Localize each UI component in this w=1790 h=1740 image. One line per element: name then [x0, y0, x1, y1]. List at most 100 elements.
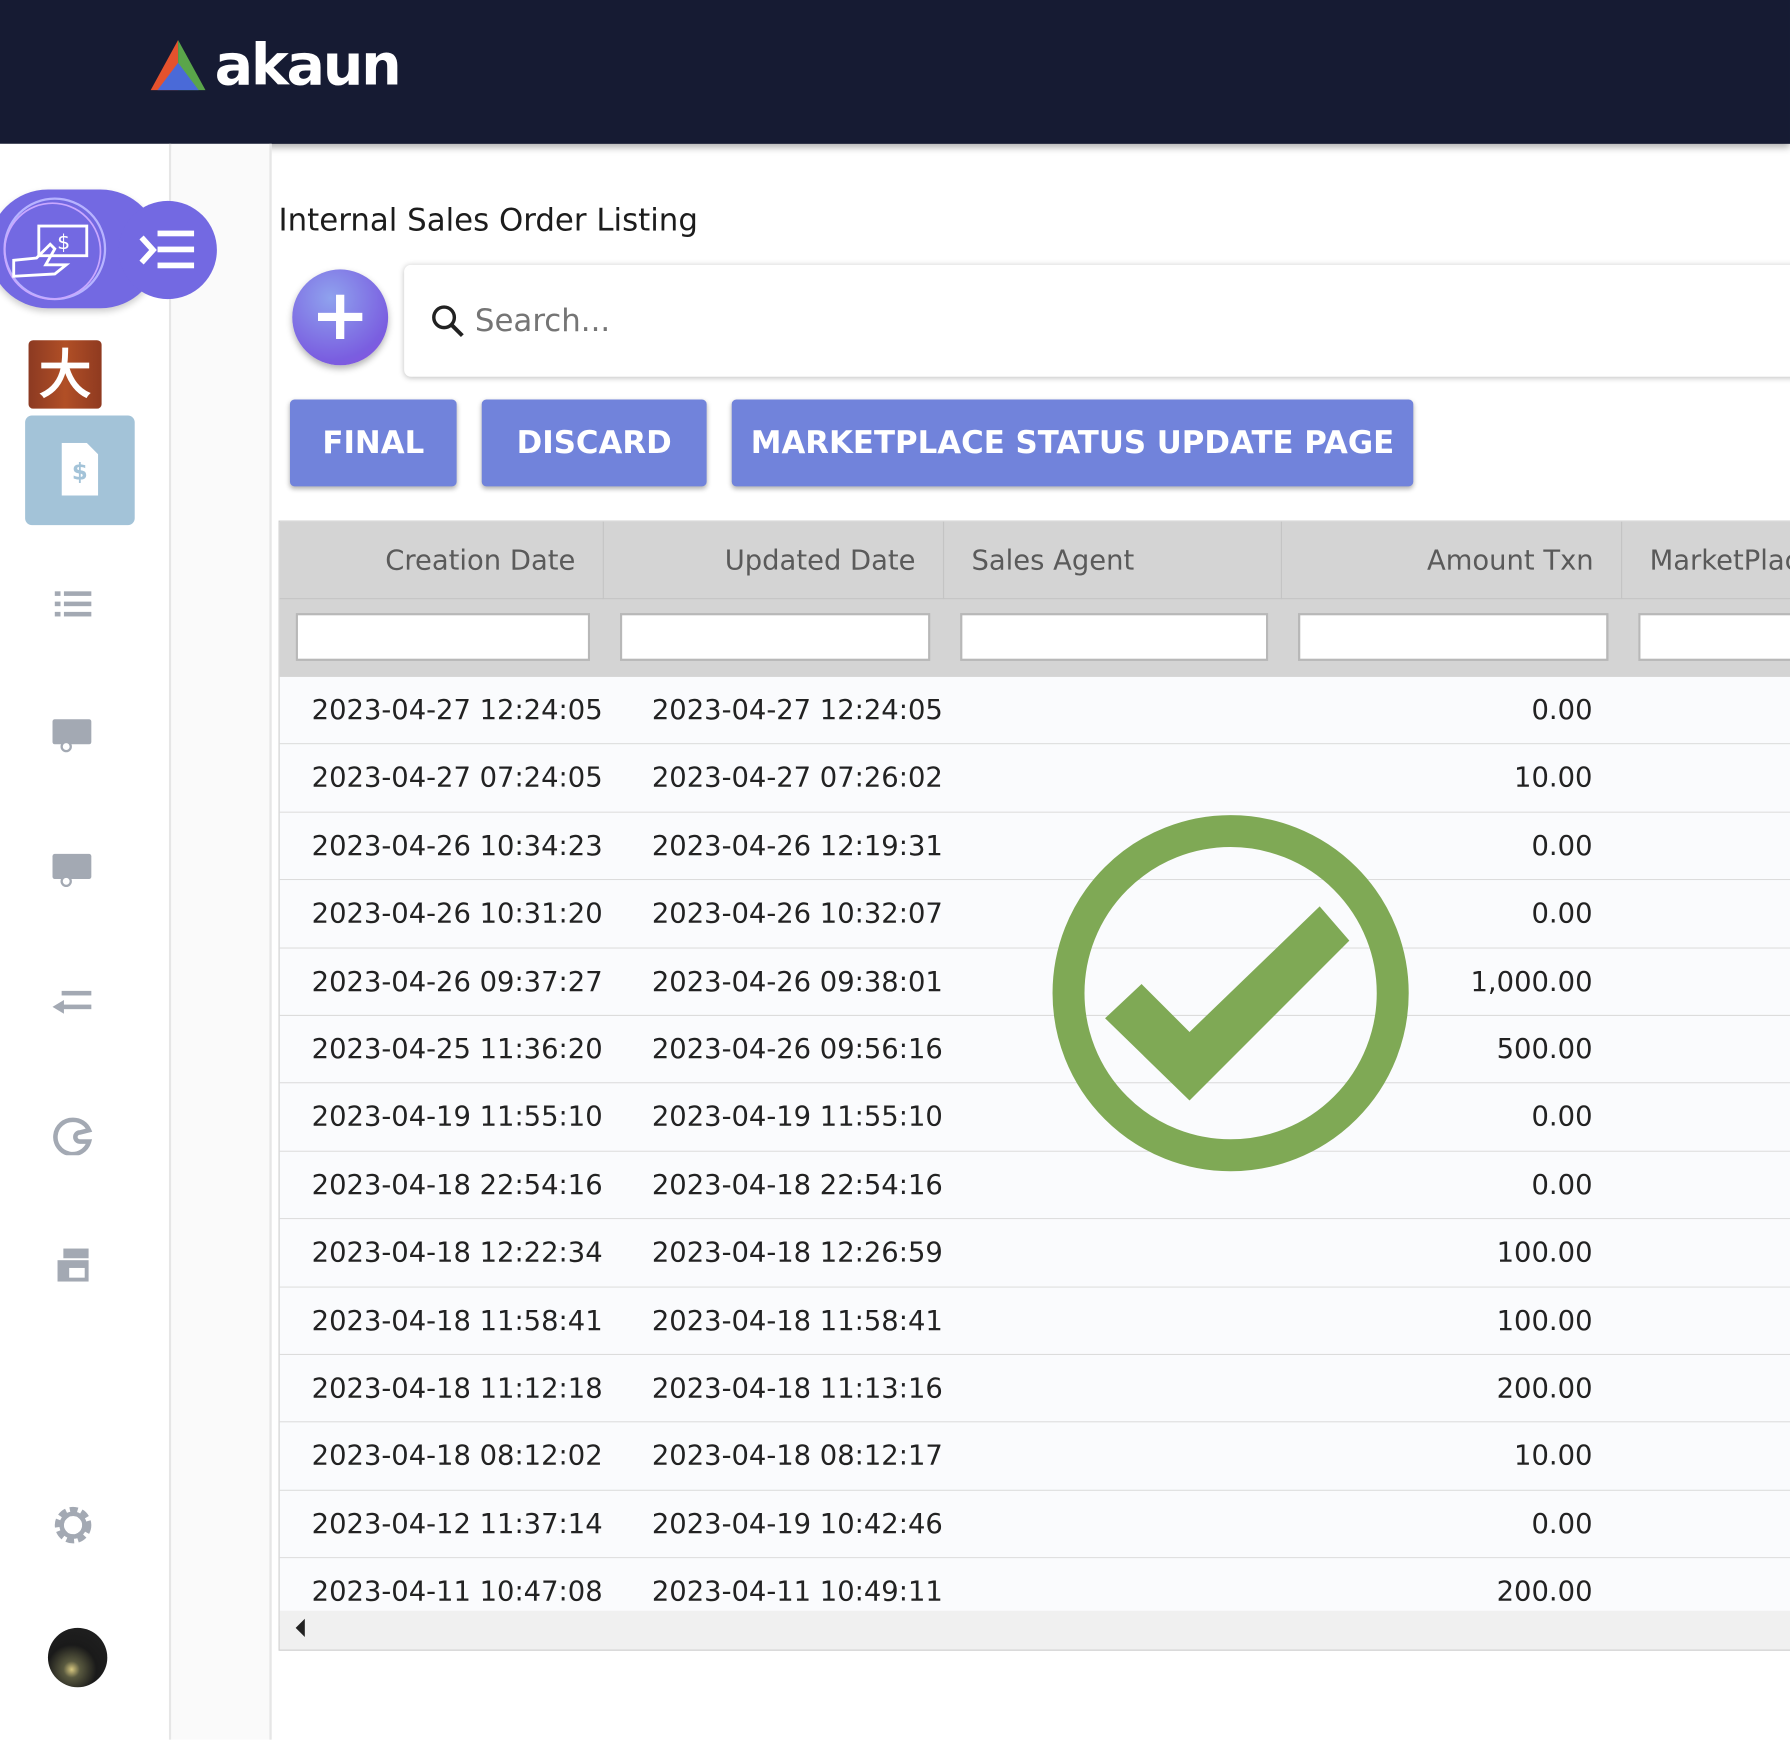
table-row[interactable]: 2023-04-18 11:58:41 2023-04-18 11:58:41 10… — [279, 1287, 1790, 1356]
table-cell: 2023-04-18 08:12:17 — [651, 1439, 943, 1472]
plus-icon: + — [310, 272, 370, 357]
table-cell: 10.00 — [1514, 1439, 1593, 1472]
column-filter-input[interactable] — [960, 613, 1269, 661]
invoice-icon: $ — [61, 442, 99, 496]
table-cell: 2023-04-25 11:36:20 — [311, 1033, 603, 1066]
scroll-left-icon[interactable] — [295, 1618, 305, 1638]
table-row[interactable]: 2023-04-12 11:37:14 2023-04-19 10:42:46 0.… — [279, 1490, 1790, 1559]
table-cell: 10.00 — [1514, 761, 1593, 794]
table-cell: 2023-04-26 09:38:01 — [651, 965, 943, 998]
table-row[interactable]: 2023-04-18 11:12:18 2023-04-18 11:13:16 20… — [279, 1355, 1790, 1423]
table-cell: 2023-04-18 11:58:41 — [651, 1304, 943, 1337]
logo-mark-icon — [150, 39, 206, 91]
table-cell: 2023-04-18 12:26:59 — [651, 1236, 943, 1269]
table-cell: 2023-04-18 11:13:16 — [651, 1372, 943, 1405]
table-cell: 2023-04-26 10:34:23 — [311, 829, 603, 862]
table-row[interactable]: 2023-04-27 07:24:05 2023-04-27 07:26:02 10… — [279, 744, 1790, 813]
top-bar: akaun — [0, 0, 1790, 144]
column-filter-input[interactable] — [1638, 613, 1790, 661]
table-row[interactable]: 2023-04-18 08:12:02 2023-04-18 08:12:17 10… — [279, 1422, 1790, 1491]
column-filter-input[interactable] — [295, 613, 591, 661]
table-cell: 100.00 — [1496, 1304, 1593, 1337]
table-cell: 2023-04-18 11:58:41 — [311, 1304, 603, 1337]
menu-toggle-button[interactable] — [118, 200, 217, 300]
avatar[interactable] — [47, 1627, 108, 1688]
app-logo-icon[interactable]: 大 — [28, 340, 102, 409]
table-row[interactable]: 2023-04-26 10:31:20 2023-04-26 10:32:07 0.… — [279, 880, 1790, 949]
table-cell: 200.00 — [1496, 1372, 1593, 1405]
svg-text:$: $ — [72, 459, 88, 485]
arrow-left-icon[interactable] — [50, 984, 96, 1023]
list-icon[interactable] — [50, 584, 96, 623]
table-cell: 100.00 — [1496, 1236, 1593, 1269]
table-cell: 500.00 — [1496, 1033, 1593, 1066]
table-cell: 2023-04-26 12:19:31 — [651, 829, 943, 862]
table-cell: 2023-04-18 11:12:18 — [311, 1372, 603, 1405]
success-check-icon — [1052, 815, 1409, 1172]
table-cell: 0.00 — [1531, 694, 1593, 727]
filter-row — [279, 599, 1790, 677]
table-row[interactable]: 2023-04-26 09:37:27 2023-04-26 09:38:01 1,… — [279, 948, 1790, 1016]
add-button[interactable]: + — [292, 269, 389, 366]
table-cell: 2023-04-27 07:24:05 — [311, 761, 603, 794]
table-cell: 2023-04-26 09:37:27 — [311, 965, 603, 998]
table-cell: 2023-04-18 22:54:16 — [311, 1168, 603, 1201]
printer-icon[interactable] — [50, 1247, 96, 1286]
table-cell: 2023-04-19 11:55:10 — [651, 1100, 943, 1133]
table-cell: 0.00 — [1531, 1168, 1593, 1201]
palette-icon[interactable] — [50, 1116, 96, 1156]
column-filter-input[interactable] — [619, 613, 931, 661]
header-row: Creation Date Updated Date Sales Agent Amou… — [279, 521, 1790, 600]
table-cell: 2023-04-12 11:37:14 — [311, 1507, 603, 1540]
marketplace-status-update-button[interactable]: MARKETPLACE STATUS UPDATE PAGE — [731, 399, 1414, 487]
horizontal-scrollbar[interactable] — [279, 1610, 1790, 1650]
table-cell: 200.00 — [1496, 1575, 1593, 1608]
truck-icon[interactable] — [50, 715, 96, 754]
search-input[interactable] — [474, 303, 1503, 339]
column-header[interactable]: Sales Agent — [944, 521, 1282, 600]
table-cell: 2023-04-19 11:55:10 — [311, 1100, 603, 1133]
sidebar-item-invoice[interactable]: $ — [25, 415, 135, 526]
discard-button[interactable]: DISCARD — [481, 399, 707, 487]
payment-hand-icon: $ — [3, 197, 107, 301]
sidebar-gutter — [171, 143, 272, 1740]
search-box[interactable] — [404, 264, 1790, 377]
column-header[interactable]: Amount Txn — [1282, 521, 1623, 600]
column-header[interactable]: Creation Date — [280, 521, 604, 600]
table-cell: 2023-04-26 10:32:07 — [651, 897, 943, 930]
page-title: Internal Sales Order Listing — [278, 203, 698, 239]
search-icon — [432, 305, 464, 338]
table-cell: 2023-04-26 10:31:20 — [311, 897, 603, 930]
table-cell: 0.00 — [1531, 1100, 1593, 1133]
table-cell: 2023-04-18 12:22:34 — [311, 1236, 603, 1269]
table-cell: 1,000.00 — [1470, 965, 1593, 998]
table-cell: 0.00 — [1531, 1507, 1593, 1540]
sidebar — [0, 143, 172, 1740]
table-row[interactable]: 2023-04-27 12:24:05 2023-04-27 12:24:05 0.… — [279, 676, 1790, 745]
table-row[interactable]: 2023-04-18 12:22:34 2023-04-18 12:26:59 10… — [279, 1219, 1790, 1288]
table-cell: 2023-04-11 10:47:08 — [311, 1575, 603, 1608]
table-row[interactable]: 2023-04-18 22:54:16 2023-04-18 22:54:16 0.… — [279, 1151, 1790, 1220]
truck-icon[interactable] — [50, 849, 96, 888]
table-cell: 2023-04-18 08:12:02 — [311, 1439, 603, 1472]
final-button[interactable]: FINAL — [289, 399, 457, 487]
table-cell: 2023-04-27 07:26:02 — [651, 761, 943, 794]
logo[interactable]: akaun — [148, 31, 402, 99]
gear-icon[interactable] — [50, 1502, 96, 1548]
table-cell: 2023-04-19 10:42:46 — [651, 1507, 943, 1540]
data-grid: Creation Date Updated Date Sales Agent Amou… — [278, 520, 1790, 1651]
column-header[interactable]: MarketPlac — [1622, 522, 1790, 600]
svg-text:$: $ — [57, 230, 70, 254]
column-filter-input[interactable] — [1297, 613, 1609, 661]
menu-toggle-icon — [139, 230, 195, 269]
table-cell: 2023-04-18 22:54:16 — [651, 1168, 943, 1201]
table-row[interactable]: 2023-04-25 11:36:20 2023-04-26 09:56:16 50… — [279, 1016, 1790, 1084]
table-row[interactable]: 2023-04-26 10:34:23 2023-04-26 12:19:31 0.… — [279, 812, 1790, 881]
table-cell: 2023-04-27 12:24:05 — [651, 694, 943, 727]
table-cell: 0.00 — [1531, 897, 1593, 930]
table-row[interactable]: 2023-04-19 11:55:10 2023-04-19 11:55:10 0.… — [279, 1083, 1790, 1152]
table-cell: 2023-04-27 12:24:05 — [311, 694, 603, 727]
column-header[interactable]: Updated Date — [604, 521, 945, 600]
logo-text: akaun — [214, 31, 402, 99]
